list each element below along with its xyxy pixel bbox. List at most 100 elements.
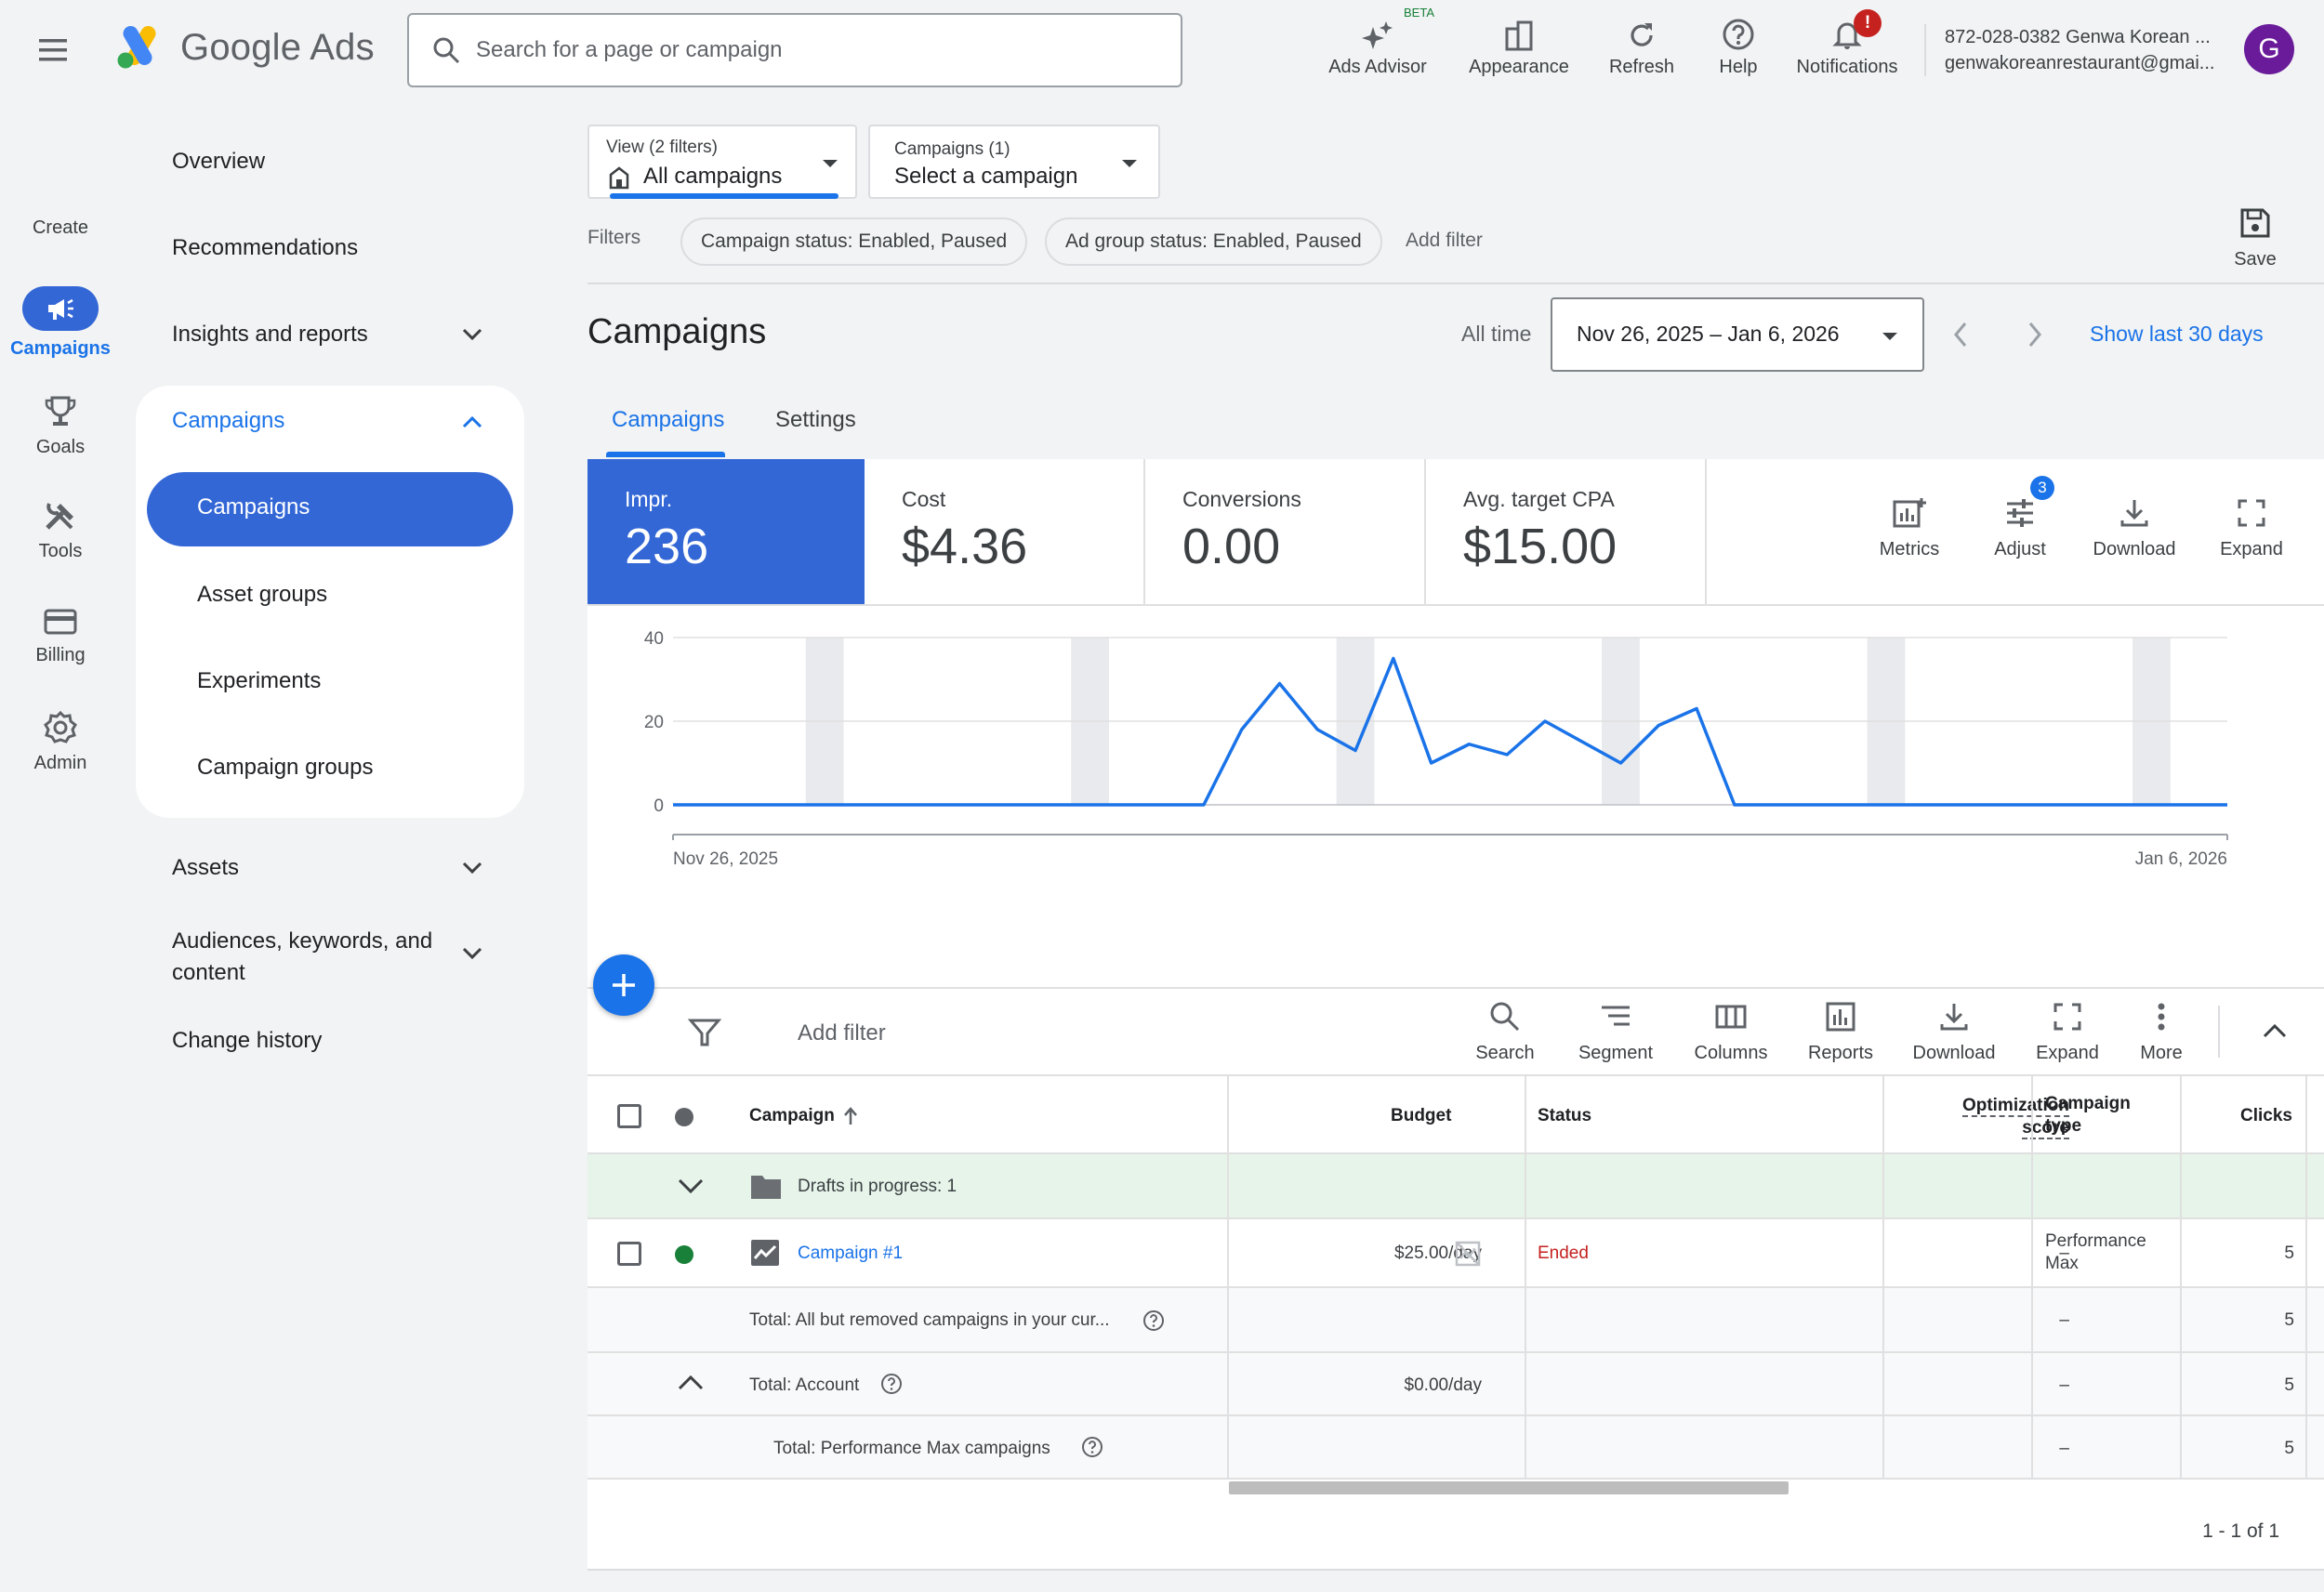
- tab-settings[interactable]: Settings: [775, 407, 856, 432]
- header-optimization-score[interactable]: Optimization score: [1908, 1095, 2069, 1139]
- nav-insights[interactable]: Insights and reports: [172, 322, 368, 347]
- page-title: Campaigns: [588, 312, 767, 351]
- tab-campaigns[interactable]: Campaigns: [612, 407, 725, 432]
- nav-change-history[interactable]: Change history: [172, 1028, 323, 1053]
- chevron-up-icon[interactable]: [677, 1374, 705, 1392]
- total3-opt: –: [2059, 1439, 2069, 1458]
- nav-recommendations[interactable]: Recommendations: [172, 235, 359, 260]
- header-campaign[interactable]: Campaign: [749, 1106, 835, 1125]
- total3-clicks: 5: [2284, 1439, 2294, 1458]
- main-menu-icon[interactable]: [37, 30, 86, 71]
- plus-icon: [613, 974, 635, 996]
- more-button[interactable]: More: [2129, 1000, 2194, 1064]
- filter-icon[interactable]: [688, 1017, 721, 1048]
- header-campaign-type[interactable]: Campaign type: [2045, 1093, 2131, 1138]
- account-info[interactable]: 872-028-0382 Genwa Korean ... genwakorea…: [1945, 24, 2214, 76]
- rail-tools[interactable]: Tools: [0, 500, 121, 562]
- chevron-right-icon[interactable]: [2025, 320, 2045, 349]
- campaign-name-link[interactable]: Campaign #1: [798, 1243, 904, 1263]
- nav-campaigns[interactable]: Campaigns: [197, 494, 310, 520]
- chart-expand-button[interactable]: Expand: [2207, 496, 2296, 560]
- campaign-selector[interactable]: Campaigns (1) Select a campaign: [868, 125, 1160, 199]
- table-search-button[interactable]: Search: [1463, 1000, 1547, 1064]
- notifications-label: Notifications: [1796, 57, 1898, 77]
- nav-experiments[interactable]: Experiments: [197, 668, 322, 693]
- rail-billing[interactable]: Billing: [0, 606, 121, 666]
- collapse-chart-icon[interactable]: [2261, 1020, 2289, 1041]
- divider: [588, 1569, 2324, 1571]
- show-last-30-days-link[interactable]: Show last 30 days: [2090, 322, 2264, 346]
- sparkle-icon: [1362, 21, 1393, 49]
- help-icon[interactable]: [879, 1372, 904, 1396]
- notifications-button[interactable]: ! Notifications: [1785, 7, 1909, 91]
- help-icon[interactable]: [1142, 1309, 1166, 1333]
- stat-impressions[interactable]: Impr. 236: [588, 459, 865, 606]
- sort-ascending-icon[interactable]: [842, 1106, 859, 1126]
- stat-cpa-value: $15.00: [1463, 519, 1618, 574]
- search-input[interactable]: Search for a page or campaign: [407, 13, 1182, 87]
- rail-goals[interactable]: Goals: [0, 394, 121, 458]
- chevron-down-icon[interactable]: [461, 861, 483, 875]
- appearance-button[interactable]: Appearance: [1461, 7, 1577, 91]
- select-all-checkbox[interactable]: [617, 1104, 641, 1128]
- help-button[interactable]: Help: [1701, 7, 1776, 91]
- nav-assets[interactable]: Assets: [172, 855, 240, 880]
- nav-audiences-line2: content: [172, 960, 245, 985]
- adjust-button[interactable]: 3 Adjust: [1978, 476, 2062, 560]
- ads-logo-icon: [117, 26, 156, 69]
- help-icon[interactable]: [1080, 1435, 1104, 1459]
- view-selector[interactable]: View (2 filters) All campaigns: [588, 125, 857, 199]
- chevron-down-icon[interactable]: [677, 1177, 705, 1195]
- table-download-button[interactable]: Download: [1902, 1000, 2006, 1064]
- drafts-row[interactable]: Drafts in progress: 1: [588, 1154, 2324, 1219]
- table-add-filter[interactable]: Add filter: [798, 1020, 886, 1046]
- chevron-left-icon[interactable]: [1950, 320, 1971, 349]
- segment-button[interactable]: Segment: [1571, 1000, 1660, 1064]
- column-divider: [1882, 1074, 1884, 1480]
- nav-campaigns-active[interactable]: [147, 472, 513, 546]
- add-filter-link[interactable]: Add filter: [1406, 230, 1483, 251]
- nav-overview[interactable]: Overview: [172, 149, 266, 174]
- chevron-down-icon[interactable]: [461, 327, 483, 342]
- nav-audiences[interactable]: Audiences, keywords, and content: [172, 926, 432, 989]
- row-checkbox[interactable]: [617, 1242, 641, 1266]
- date-range-picker[interactable]: Nov 26, 2025 – Jan 6, 2026: [1551, 297, 1924, 372]
- google-ads-logo[interactable]: Google Ads: [115, 24, 375, 71]
- adjust-badge: 3: [2030, 476, 2054, 500]
- rail-campaigns[interactable]: Campaigns: [0, 286, 121, 360]
- chevron-up-icon[interactable]: [461, 414, 483, 429]
- refresh-button[interactable]: Refresh: [1595, 7, 1688, 91]
- chart-download-button[interactable]: Download: [2080, 496, 2188, 560]
- rail-admin[interactable]: Admin: [0, 710, 121, 774]
- nav-asset-groups[interactable]: Asset groups: [197, 582, 328, 607]
- tab-indicator: [606, 452, 725, 457]
- horizontal-scrollbar[interactable]: [1229, 1481, 1789, 1494]
- metrics-button[interactable]: Metrics: [1863, 496, 1956, 560]
- performance-max-icon: [751, 1240, 779, 1266]
- nav-campaigns-group[interactable]: Campaigns: [172, 408, 285, 433]
- filter-chip-campaign-status[interactable]: Campaign status: Enabled, Paused: [680, 217, 1028, 266]
- ads-advisor-label: Ads Advisor: [1328, 57, 1427, 77]
- save-button[interactable]: Save: [2227, 206, 2283, 270]
- ads-advisor-button[interactable]: BETA Ads Advisor: [1320, 6, 1435, 91]
- table-expand-button[interactable]: Expand: [2025, 1000, 2110, 1064]
- avatar[interactable]: G: [2244, 24, 2294, 74]
- dropdown-arrow-icon: [823, 160, 838, 167]
- stat-avg-target-cpa[interactable]: Avg. target CPA $15.00: [1426, 459, 1707, 606]
- columns-button[interactable]: Columns: [1684, 1000, 1777, 1064]
- budget-chart-off-icon[interactable]: [1454, 1240, 1482, 1268]
- add-campaign-button[interactable]: [593, 954, 654, 1016]
- nav-campaign-groups[interactable]: Campaign groups: [197, 755, 374, 780]
- search-icon: [433, 37, 460, 64]
- filter-chip-ad-group-status[interactable]: Ad group status: Enabled, Paused: [1045, 217, 1382, 266]
- y-tick-label: 0: [654, 796, 664, 816]
- total-row-account: Total: Account $0.00/day – 5: [588, 1353, 2324, 1416]
- chevron-down-icon[interactable]: [461, 946, 483, 961]
- header-budget[interactable]: Budget: [1391, 1106, 1452, 1125]
- stat-conversions[interactable]: Conversions 0.00: [1145, 459, 1426, 606]
- campaign-type-line2: Max: [2045, 1254, 2079, 1273]
- stat-cost[interactable]: Cost $4.36: [865, 459, 1145, 606]
- header-status[interactable]: Status: [1538, 1106, 1592, 1125]
- reports-button[interactable]: Reports: [1800, 1000, 1882, 1064]
- header-clicks[interactable]: Clicks: [2240, 1106, 2292, 1125]
